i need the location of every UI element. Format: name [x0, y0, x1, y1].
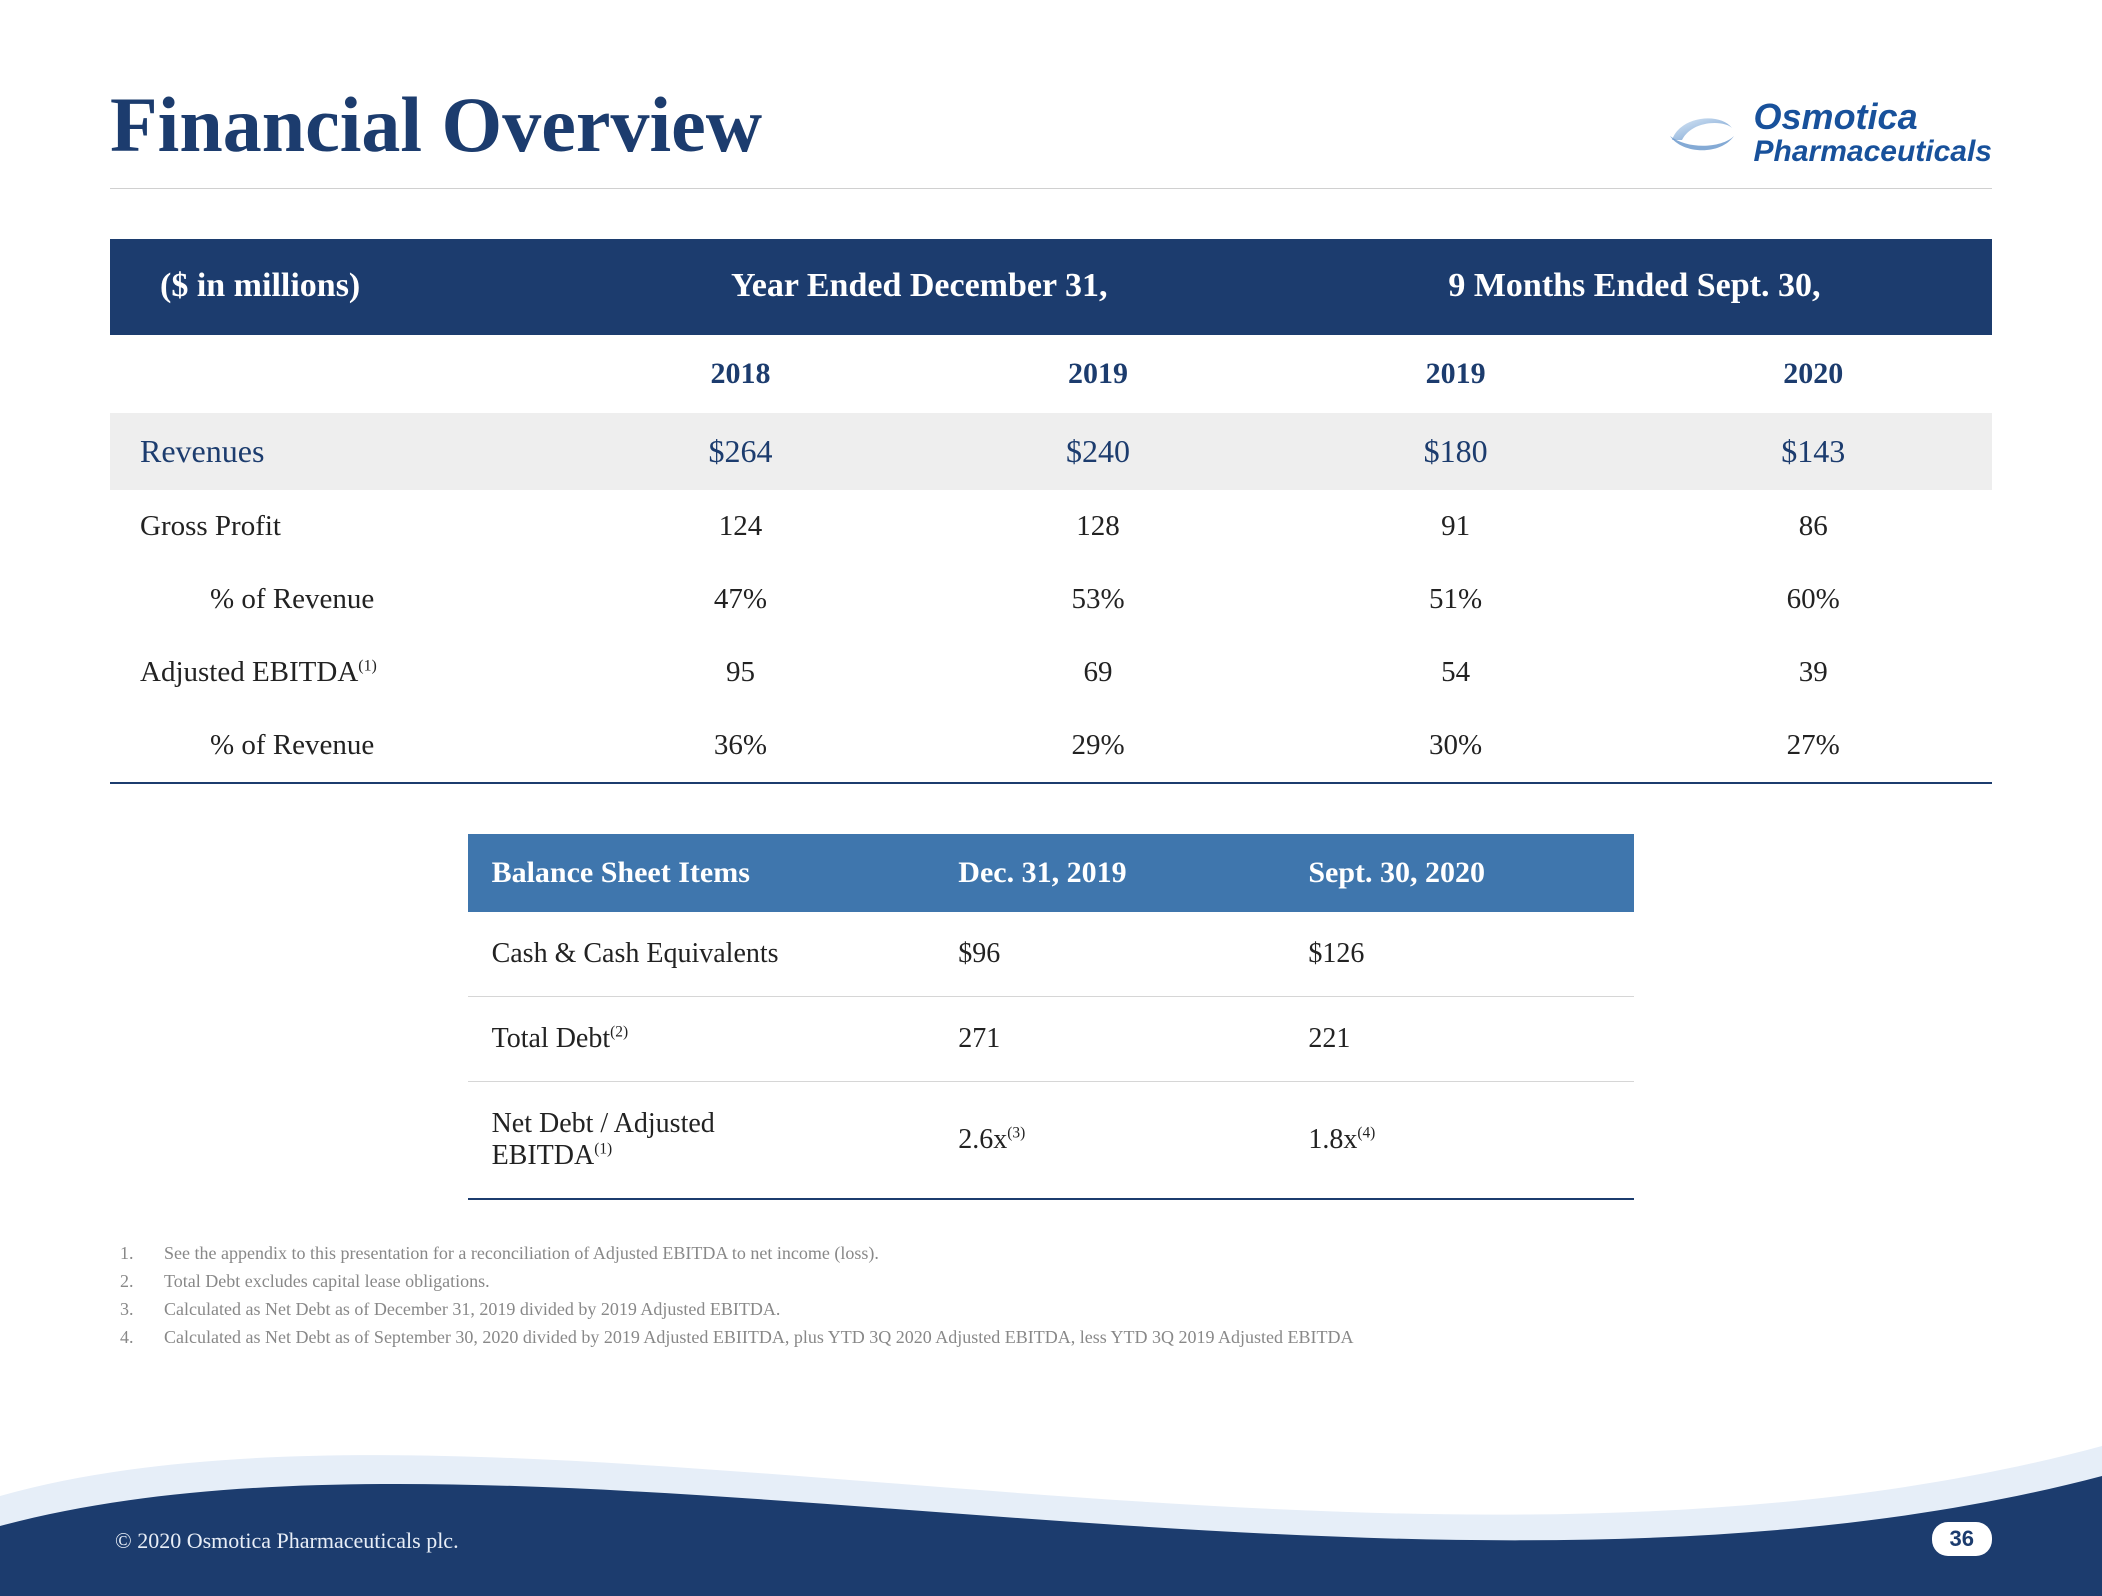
title-divider [110, 188, 1992, 189]
cell-value: $180 [1277, 413, 1635, 490]
page-title: Financial Overview [110, 80, 762, 170]
table-header-groups: ($ in millions) Year Ended December 31, … [110, 239, 1992, 335]
bs-header-label: Balance Sheet Items [468, 834, 935, 912]
footer-copyright: © 2020 Osmotica Pharmaceuticals plc. [115, 1528, 459, 1554]
fn-num: 4. [120, 1324, 140, 1352]
footnote-4: 4. Calculated as Net Debt as of September… [120, 1324, 1992, 1352]
footnote-ref: (2) [610, 1024, 628, 1041]
unit-label: ($ in millions) [110, 239, 562, 335]
label-text: Adjusted EBITDA [140, 656, 358, 688]
label-text: Total Debt [492, 1023, 611, 1054]
cell-value: 271 [934, 997, 1284, 1082]
cell-value: 39 [1634, 636, 1992, 709]
label-line1: Net Debt / Adjusted [492, 1108, 715, 1139]
footnote-2: 2. Total Debt excludes capital lease obli… [120, 1268, 1992, 1296]
cell-value: $96 [934, 912, 1284, 997]
cell-label: Adjusted EBITDA(1) [110, 636, 562, 709]
row-total-debt: Total Debt(2) 271 221 [468, 997, 1635, 1082]
cell-value: 1.8x(4) [1284, 1082, 1634, 1200]
value-text: 2.6x [958, 1124, 1007, 1155]
cell-label: Cash & Cash Equivalents [468, 912, 935, 997]
cell-value: 27% [1634, 709, 1992, 783]
footnotes: 1. See the appendix to this presentation … [110, 1240, 1992, 1352]
footnote-ref: (3) [1007, 1125, 1025, 1142]
logo-mark-icon [1662, 106, 1740, 160]
footnote-3: 3. Calculated as Net Debt as of December … [120, 1296, 1992, 1324]
row-gross-profit: Gross Profit 124 128 91 86 [110, 490, 1992, 563]
cell-value: 53% [919, 563, 1277, 636]
cell-label: Net Debt / Adjusted EBITDA(1) [468, 1082, 935, 1200]
fn-text: Calculated as Net Debt as of September 3… [164, 1324, 1354, 1352]
col-2018: 2018 [562, 335, 920, 413]
cell-value: $143 [1634, 413, 1992, 490]
footnote-ref: (4) [1357, 1125, 1375, 1142]
logo-text: Osmotica Pharmaceuticals [1754, 98, 1992, 167]
fn-num: 2. [120, 1268, 140, 1296]
cell-value: 124 [562, 490, 920, 563]
bs-col-sep2020: Sept. 30, 2020 [1284, 834, 1634, 912]
row-ebitda-pct: % of Revenue 36% 29% 30% 27% [110, 709, 1992, 783]
table2-header: Balance Sheet Items Dec. 31, 2019 Sept. … [468, 834, 1635, 912]
cell-label: Total Debt(2) [468, 997, 935, 1082]
row-net-debt-ebitda: Net Debt / Adjusted EBITDA(1) 2.6x(3) 1.… [468, 1082, 1635, 1200]
cell-value: 51% [1277, 563, 1635, 636]
cell-label: % of Revenue [110, 563, 562, 636]
group-year-ended: Year Ended December 31, [562, 239, 1277, 335]
cell-value: $126 [1284, 912, 1634, 997]
footnote-1: 1. See the appendix to this presentation … [120, 1240, 1992, 1268]
cell-value: 36% [562, 709, 920, 783]
cell-value: 86 [1634, 490, 1992, 563]
row-cash: Cash & Cash Equivalents $96 $126 [468, 912, 1635, 997]
fn-text: Calculated as Net Debt as of December 31… [164, 1296, 780, 1324]
cell-value: 91 [1277, 490, 1635, 563]
logo-line2: Pharmaceuticals [1754, 136, 1992, 168]
cell-value: 69 [919, 636, 1277, 709]
company-logo: Osmotica Pharmaceuticals [1662, 98, 1992, 167]
page-number-badge: 36 [1932, 1522, 1992, 1556]
table-header-years: 2018 2019 2019 2020 [110, 335, 1992, 413]
footer-swoosh-icon [0, 1376, 2102, 1596]
cell-value: 29% [919, 709, 1277, 783]
label-line2: EBITDA [492, 1140, 595, 1171]
col-2020: 2020 [1634, 335, 1992, 413]
bs-col-dec2019: Dec. 31, 2019 [934, 834, 1284, 912]
cell-value: 54 [1277, 636, 1635, 709]
row-revenues: Revenues $264 $240 $180 $143 [110, 413, 1992, 490]
cell-label: Revenues [110, 413, 562, 490]
cell-value: 128 [919, 490, 1277, 563]
cell-label: Gross Profit [110, 490, 562, 563]
group-9-months: 9 Months Ended Sept. 30, [1277, 239, 1992, 335]
footnote-ref: (1) [358, 657, 377, 674]
row-adjusted-ebitda: Adjusted EBITDA(1) 95 69 54 39 [110, 636, 1992, 709]
value-text: 1.8x [1308, 1124, 1357, 1155]
cell-value: 95 [562, 636, 920, 709]
fn-num: 1. [120, 1240, 140, 1268]
slide: Financial Overview Osmotica Pharmaceutic [0, 0, 2102, 1596]
footnote-ref: (1) [594, 1141, 612, 1158]
fn-text: Total Debt excludes capital lease obliga… [164, 1268, 490, 1296]
cell-value: 2.6x(3) [934, 1082, 1284, 1200]
balance-sheet-wrap: Balance Sheet Items Dec. 31, 2019 Sept. … [110, 834, 1992, 1200]
cell-value: 30% [1277, 709, 1635, 783]
cell-value: 60% [1634, 563, 1992, 636]
balance-sheet-table: Balance Sheet Items Dec. 31, 2019 Sept. … [468, 834, 1635, 1200]
logo-line1: Osmotica [1754, 98, 1992, 136]
cell-value: $240 [919, 413, 1277, 490]
cell-value: 221 [1284, 997, 1634, 1082]
fn-num: 3. [120, 1296, 140, 1324]
col-2019b: 2019 [1277, 335, 1635, 413]
cell-value: 47% [562, 563, 920, 636]
financial-table: ($ in millions) Year Ended December 31, … [110, 239, 1992, 784]
col-2019a: 2019 [919, 335, 1277, 413]
cell-label: % of Revenue [110, 709, 562, 783]
fn-text: See the appendix to this presentation fo… [164, 1240, 879, 1268]
cell-value: $264 [562, 413, 920, 490]
blank-cell [110, 335, 562, 413]
header-row: Financial Overview Osmotica Pharmaceutic [110, 80, 1992, 170]
row-gross-pct: % of Revenue 47% 53% 51% 60% [110, 563, 1992, 636]
